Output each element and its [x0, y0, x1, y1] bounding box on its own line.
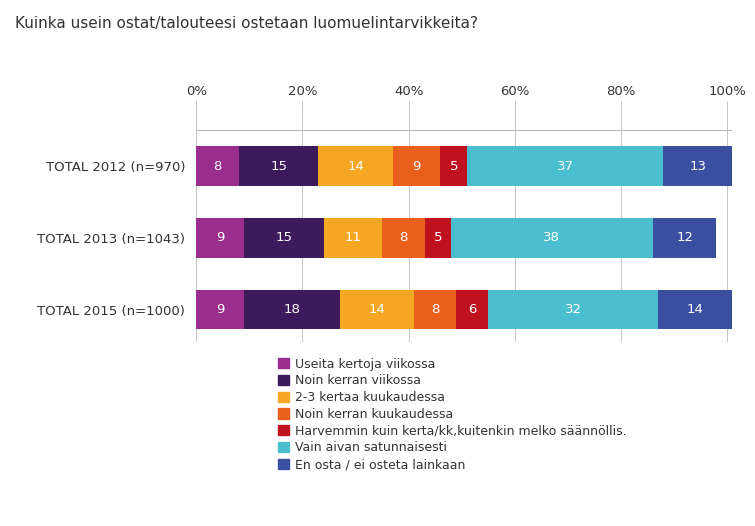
Text: 32: 32: [565, 303, 581, 316]
Text: 37: 37: [556, 160, 574, 173]
Bar: [440, 146, 467, 186]
Bar: [196, 146, 239, 186]
Bar: [456, 290, 488, 329]
Text: 18: 18: [283, 303, 300, 316]
Bar: [653, 218, 716, 258]
Bar: [319, 146, 393, 186]
Text: Kuinka usein ostat/talouteesi ostetaan luomuelintarvikkeita?: Kuinka usein ostat/talouteesi ostetaan l…: [15, 16, 478, 31]
Text: 5: 5: [449, 160, 458, 173]
Text: 15: 15: [276, 231, 292, 245]
Text: 5: 5: [433, 231, 442, 245]
Bar: [414, 290, 456, 329]
Bar: [340, 290, 414, 329]
Legend: Useita kertoja viikossa, Noin kerran viikossa, 2-3 kertaa kuukaudessa, Noin kerr: Useita kertoja viikossa, Noin kerran vii…: [278, 358, 627, 471]
Text: 8: 8: [399, 231, 408, 245]
Text: 9: 9: [216, 303, 224, 316]
Bar: [382, 218, 424, 258]
Text: 38: 38: [544, 231, 560, 245]
Bar: [451, 218, 653, 258]
Text: 6: 6: [468, 303, 476, 316]
Text: 14: 14: [368, 303, 385, 316]
Bar: [467, 146, 664, 186]
Bar: [393, 146, 440, 186]
Bar: [244, 218, 324, 258]
Bar: [196, 290, 244, 329]
Text: 12: 12: [676, 231, 693, 245]
Bar: [244, 290, 340, 329]
Text: 9: 9: [412, 160, 421, 173]
Text: 11: 11: [344, 231, 362, 245]
Bar: [196, 218, 244, 258]
Text: 9: 9: [216, 231, 224, 245]
Bar: [324, 218, 382, 258]
Text: 14: 14: [687, 303, 704, 316]
Bar: [239, 146, 319, 186]
Text: 15: 15: [270, 160, 287, 173]
Bar: [664, 146, 732, 186]
Bar: [488, 290, 658, 329]
Bar: [424, 218, 451, 258]
Text: 13: 13: [689, 160, 707, 173]
Text: 8: 8: [431, 303, 439, 316]
Text: 14: 14: [347, 160, 364, 173]
Bar: [658, 290, 732, 329]
Text: 8: 8: [214, 160, 222, 173]
